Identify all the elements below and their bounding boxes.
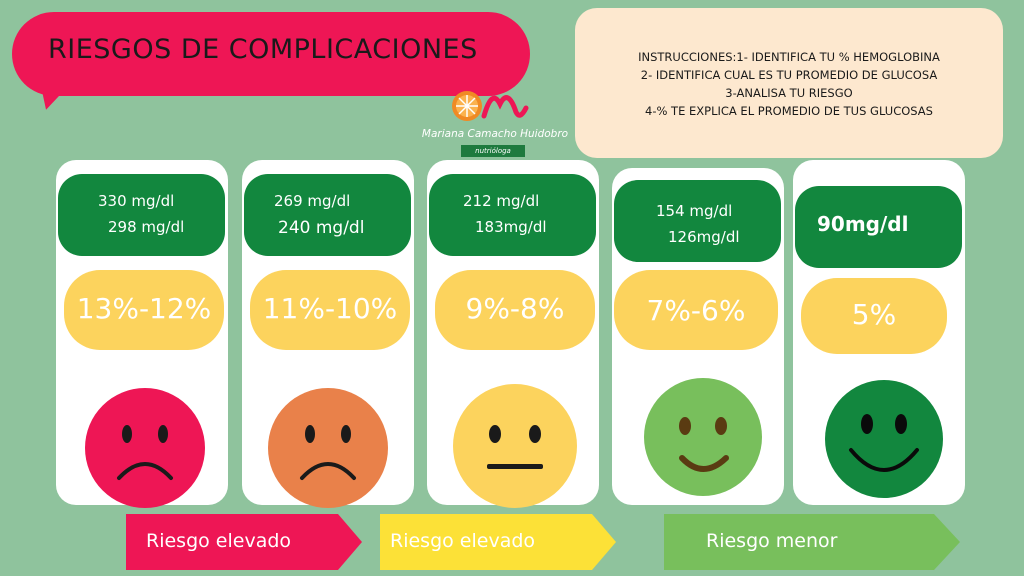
glucose-value: 298 mg/dl [108,218,185,236]
hemoglobin-box: 7%-6% [614,270,778,350]
glucose-value: 126mg/dl [668,228,740,246]
risk-card-3: 212 mg/dl 183mg/dl 9%-8% [427,160,599,508]
risk-arrow-red: Riesgo elevado [126,514,362,570]
risk-arrow-yellow: Riesgo elevado [380,514,616,570]
instruction-line: 4-% TE EXPLICA EL PROMEDIO DE TUS GLUCOS… [645,104,933,118]
risk-label: Riesgo elevado [390,530,536,552]
glucose-box: 154 mg/dl 126mg/dl [614,180,781,262]
risk-card-5: 90mg/dl 5% [793,160,965,505]
smile-face-icon [644,378,762,496]
instruction-line: INSTRUCCIONES:1- IDENTIFICA TU % HEMOGLO… [638,50,940,64]
glucose-value: 154 mg/dl [656,202,733,220]
sad-face-icon [268,388,388,508]
hemoglobin-value: 7%-6% [646,294,746,327]
risk-label: Riesgo menor [706,530,838,552]
hemoglobin-value: 11%-10% [262,292,398,325]
instructions-box: INSTRUCCIONES:1- IDENTIFICA TU % HEMOGLO… [575,8,1003,158]
glucose-value: 183mg/dl [475,218,547,236]
risk-arrow-green: Riesgo menor [664,514,960,570]
glucose-box: 330 mg/dl 298 mg/dl [58,174,225,256]
logo-name: Mariana Camacho Huidobro [421,128,569,140]
hemoglobin-box: 13%-12% [64,270,224,350]
hemoglobin-box: 9%-8% [435,270,595,350]
glucose-value: 90mg/dl [817,212,909,236]
risk-card-2: 269 mg/dl 240 mg/dl 11%-10% [242,160,414,508]
hemoglobin-box: 11%-10% [250,270,410,350]
very-sad-face-icon [85,388,205,508]
risk-card-4: 154 mg/dl 126mg/dl 7%-6% [612,168,784,505]
risk-label: Riesgo elevado [146,530,292,552]
glucose-box: 269 mg/dl 240 mg/dl [244,174,411,256]
glucose-box: 212 mg/dl 183mg/dl [429,174,596,256]
glucose-box: 90mg/dl [795,186,962,268]
glucose-value: 269 mg/dl [274,192,351,210]
glucose-value: 212 mg/dl [463,192,540,210]
glucose-value: 330 mg/dl [98,192,175,210]
glucose-value: 240 mg/dl [278,218,365,238]
orange-slice-logo-icon [452,91,529,121]
page-title: RIESGOS DE COMPLICACIONES [48,34,478,65]
instruction-line: 3-ANALISA TU RIESGO [725,86,853,100]
hemoglobin-value: 9%-8% [465,292,565,325]
neutral-face-icon [453,384,577,508]
hemoglobin-value: 5% [851,298,897,331]
instruction-line: 2- IDENTIFICA CUAL ES TU PROMEDIO DE GLU… [640,68,938,82]
hemoglobin-box: 5% [801,278,947,354]
hemoglobin-value: 13%-12% [76,292,212,325]
big-smile-face-icon [825,380,943,498]
risk-card-1: 330 mg/dl 298 mg/dl 13%-12% [56,160,228,508]
title-bubble [12,12,530,96]
logo-ribbon: nutrióloga [461,145,525,157]
